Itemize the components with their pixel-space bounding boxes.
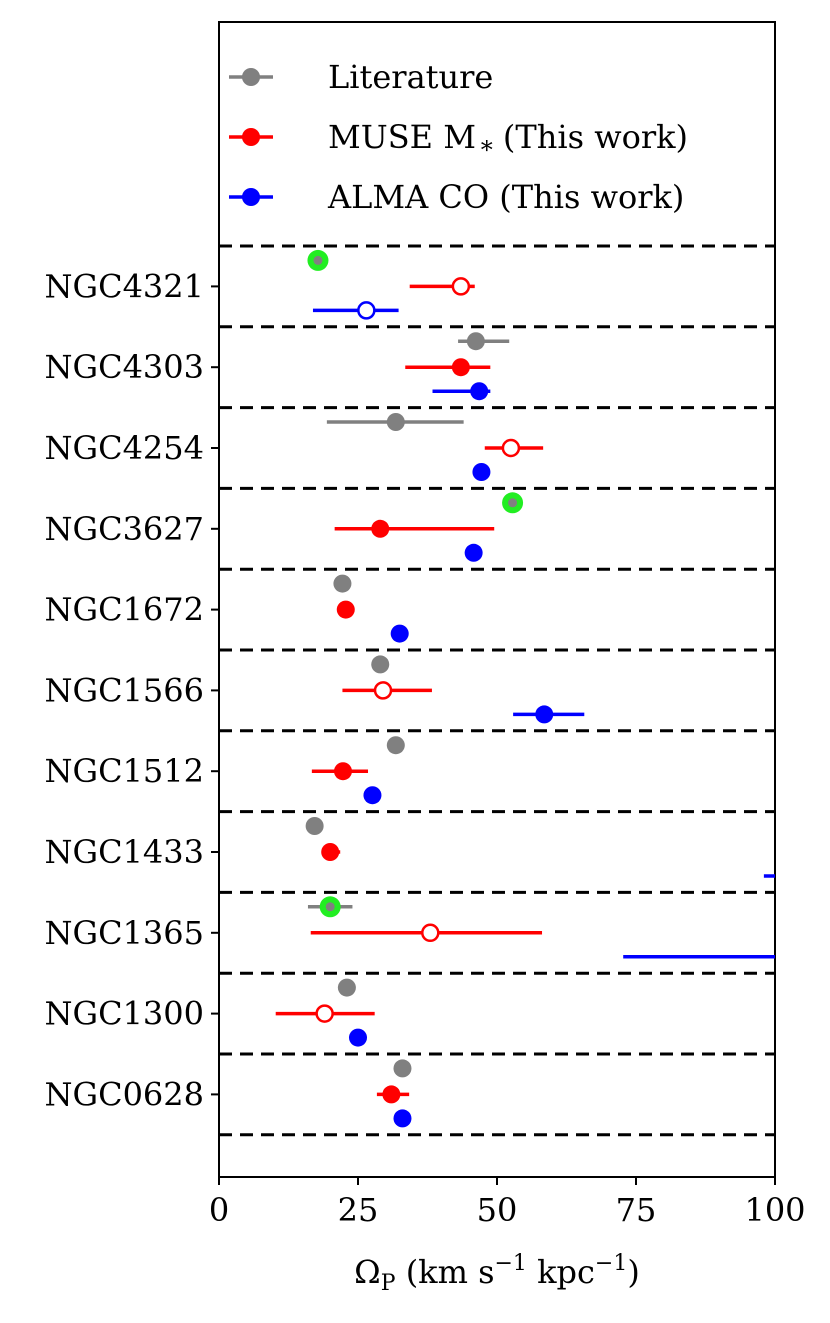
legend-label: ALMA CO (This work) <box>327 178 684 216</box>
data-point <box>386 736 405 755</box>
separator-lines <box>219 244 775 1137</box>
data-point <box>470 382 489 401</box>
x-axis-label: ΩP (km s−1 kpc−1) <box>354 1251 640 1296</box>
data-point <box>333 574 352 593</box>
data-point <box>466 332 485 351</box>
data-point <box>464 543 483 562</box>
data-point-open <box>357 301 376 320</box>
x-axis: 0 25 50 75 100 <box>209 1177 806 1229</box>
data-point <box>390 624 409 643</box>
galaxy-label: NGC1566 <box>45 671 204 709</box>
data-point <box>325 902 335 912</box>
galaxy-label: NGC1300 <box>45 995 204 1033</box>
data-marks <box>275 249 830 1128</box>
legend-marker <box>242 68 260 86</box>
x-tick-label: 50 <box>477 1191 518 1229</box>
data-point-open <box>421 923 440 943</box>
galaxy-label: NGC1672 <box>45 591 204 629</box>
data-point <box>371 519 390 538</box>
legend-label: Literature <box>328 58 493 96</box>
data-point-open <box>373 681 393 700</box>
data-point <box>451 358 470 377</box>
data-point <box>305 817 324 835</box>
galaxy-label: NGC1512 <box>45 752 204 790</box>
data-point <box>794 867 812 885</box>
x-tick-label: 100 <box>744 1191 805 1229</box>
data-point <box>472 463 491 481</box>
galaxy-label: NGC0628 <box>45 1075 204 1113</box>
data-point <box>321 843 340 861</box>
data-point <box>363 786 382 805</box>
data-point-open <box>315 1004 334 1023</box>
data-point <box>382 1085 401 1104</box>
galaxy-label: NGC1365 <box>45 914 204 952</box>
data-point <box>313 255 323 265</box>
x-tick-label: 75 <box>616 1191 657 1229</box>
galaxy-labels: NGC4321 NGC4303 NGC4254 NGC3627 NGC1672 NGC15… <box>45 267 219 1113</box>
data-point <box>337 978 356 997</box>
data-point-open <box>451 277 471 296</box>
data-point <box>822 948 830 966</box>
legend: Literature MUSE M * (This work) ALMA CO (T… <box>229 58 688 216</box>
galaxy-label: NGC1433 <box>45 833 204 871</box>
galaxy-label: NGC4254 <box>45 429 204 467</box>
x-tick-label: 0 <box>209 1191 229 1229</box>
data-point-open <box>501 438 521 458</box>
data-point <box>336 600 355 619</box>
data-point <box>508 498 518 508</box>
data-point <box>371 655 390 674</box>
legend-label: MUSE M * (This work) <box>328 118 688 164</box>
galaxy-label: NGC4303 <box>45 348 204 386</box>
legend-marker <box>242 128 260 146</box>
data-point <box>349 1028 367 1047</box>
data-point <box>393 1059 412 1078</box>
data-point <box>386 413 405 431</box>
galaxy-label: NGC3627 <box>45 510 204 548</box>
legend-marker <box>242 188 260 206</box>
data-point <box>333 762 352 781</box>
data-point <box>535 705 554 724</box>
data-point <box>393 1109 412 1128</box>
x-tick-label: 25 <box>338 1191 379 1229</box>
galaxy-label: NGC4321 <box>45 267 204 305</box>
